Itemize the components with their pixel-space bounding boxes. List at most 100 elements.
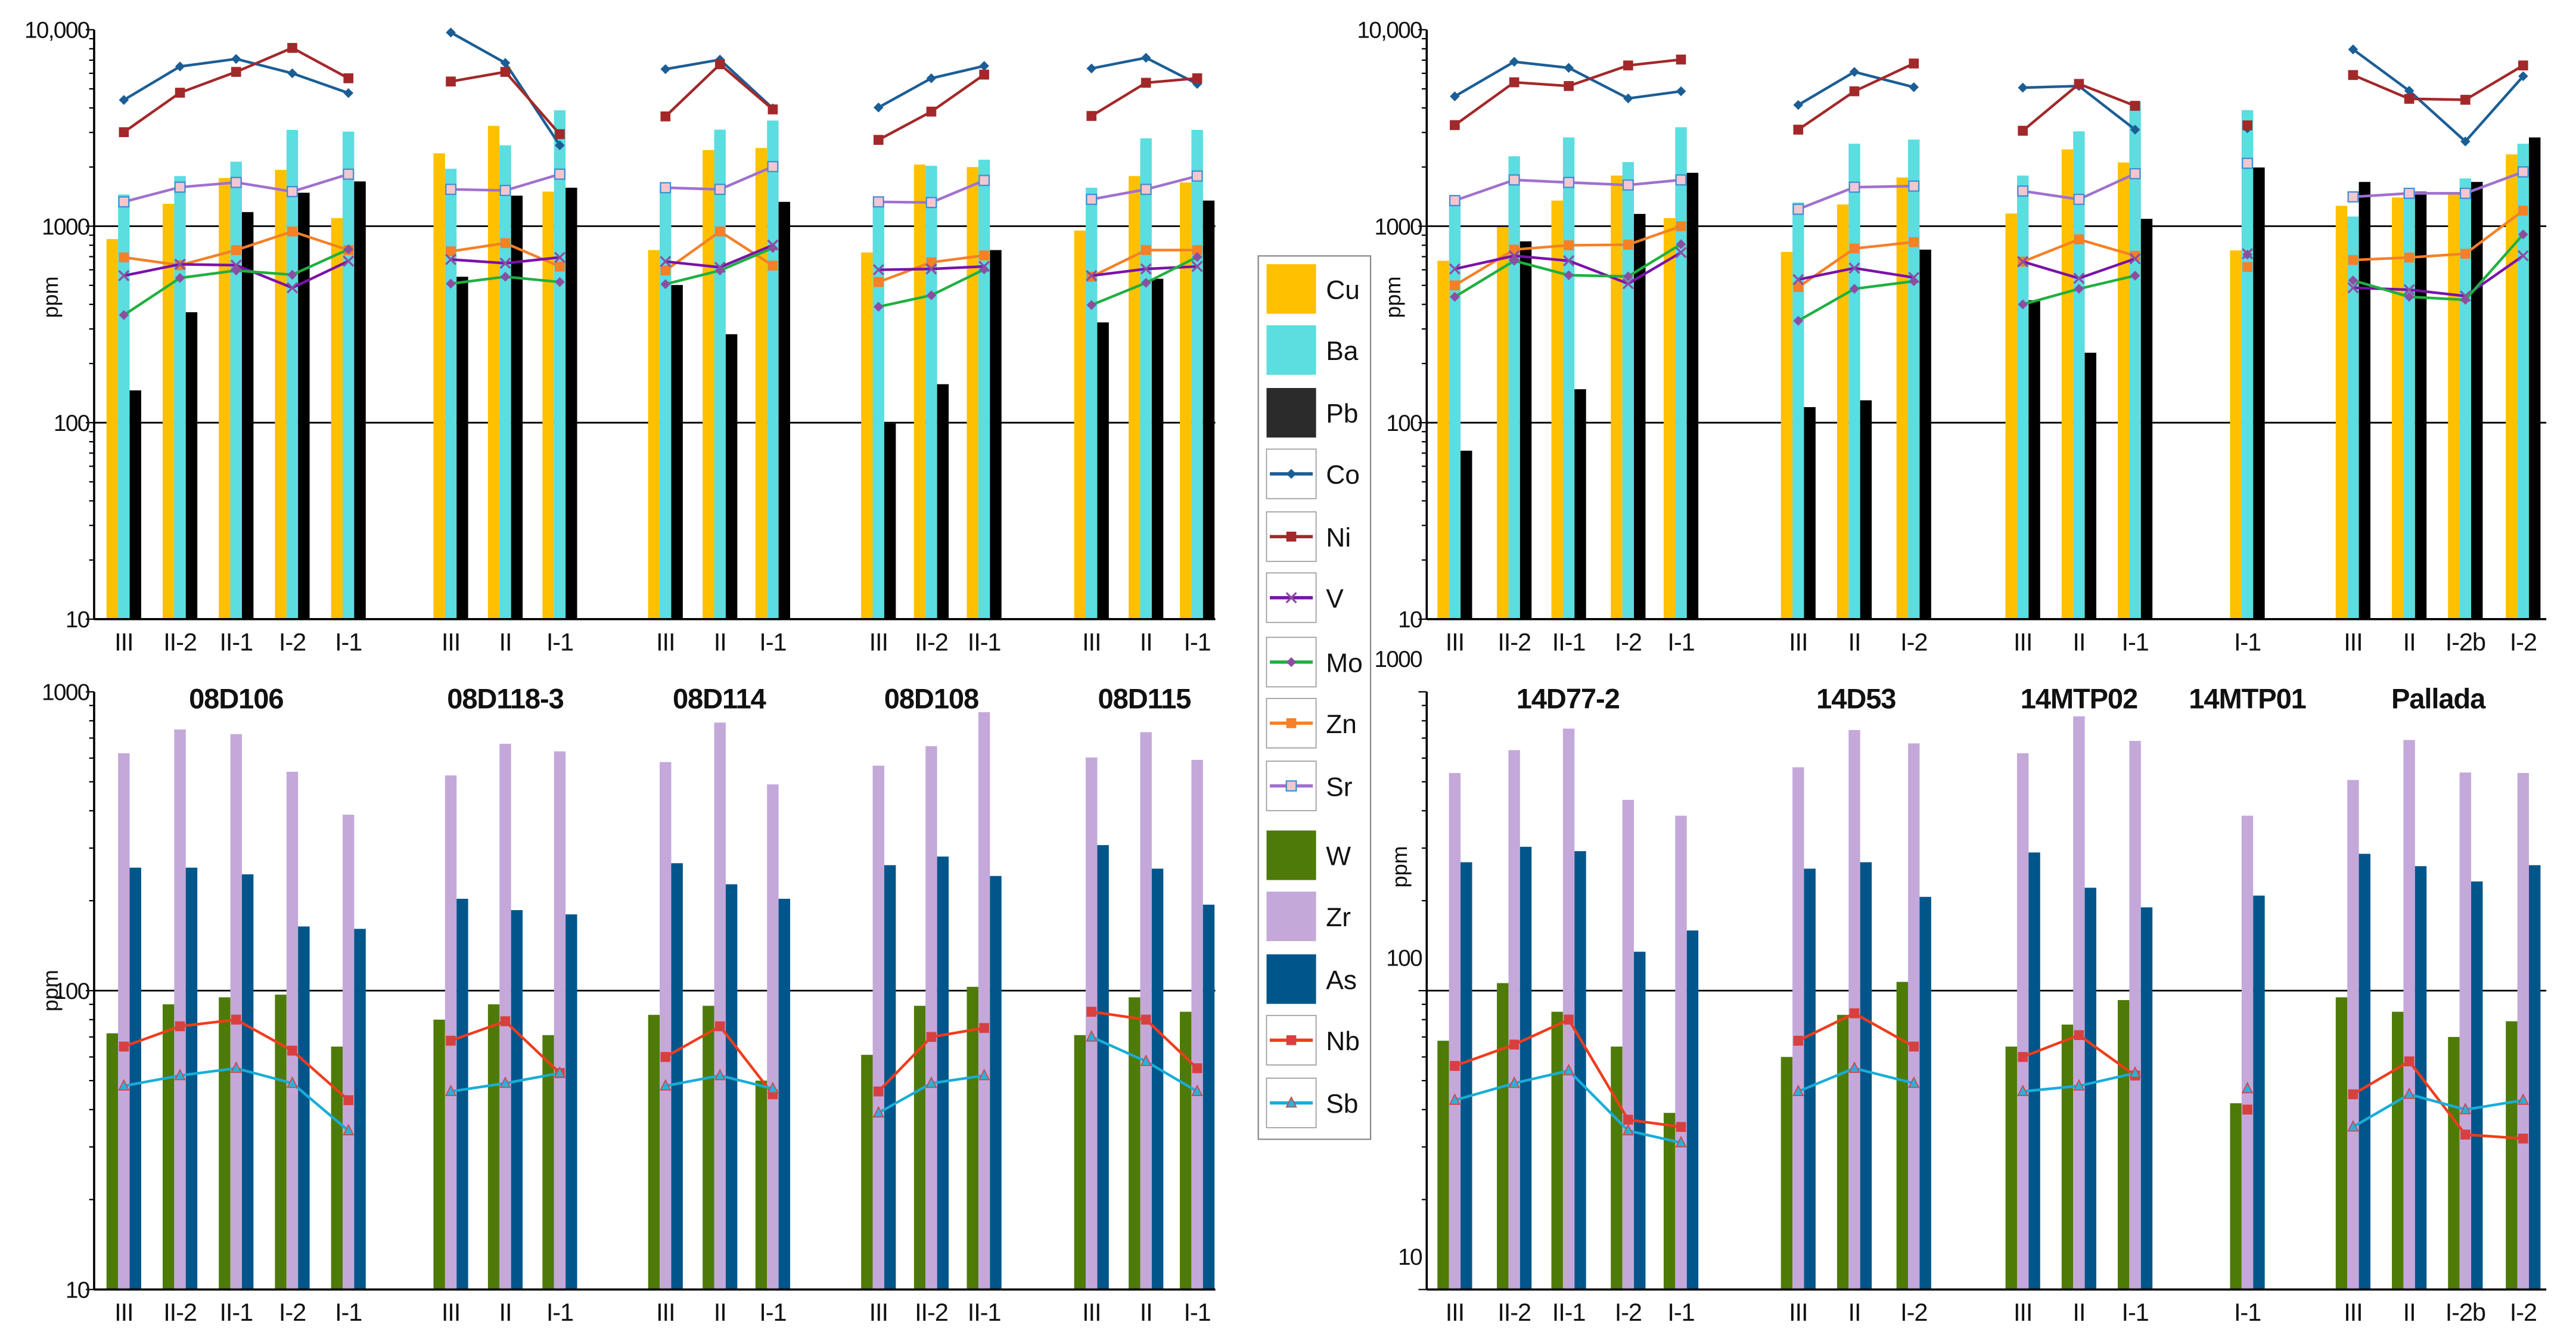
marker-mo — [1141, 278, 1151, 288]
legend-marker-icon — [1286, 1035, 1297, 1045]
marker-sb — [230, 1061, 242, 1073]
marker-nb — [1909, 1041, 1919, 1052]
marker-zn — [1849, 243, 1860, 254]
marker-v — [1792, 274, 1804, 285]
bar-as — [354, 929, 366, 1290]
y-axis-label: ppm — [1381, 277, 1405, 318]
marker-zn — [2404, 252, 2415, 263]
marker-mo — [2074, 284, 2084, 294]
marker-nb — [1450, 1061, 1460, 1071]
marker-co — [1564, 63, 1574, 73]
line-nb — [2352, 1059, 2524, 1140]
marker-ni — [1564, 81, 1574, 91]
category-label: III — [442, 1298, 460, 1326]
bar-cu — [2335, 206, 2348, 619]
marker-ni — [2018, 126, 2028, 136]
bar-pb — [298, 193, 310, 619]
marker-nb — [2460, 1129, 2471, 1140]
bar-w — [2335, 997, 2348, 1290]
category-label: I-2 — [1900, 628, 1927, 656]
sample-title: 14MTP01 — [2189, 682, 2305, 714]
bar-cu — [219, 178, 231, 619]
marker-ni — [1849, 86, 1860, 97]
bar-ba — [1622, 162, 1635, 619]
bar-as — [565, 914, 577, 1290]
marker-sb — [2017, 1084, 2029, 1097]
bar-w — [1179, 1011, 1192, 1290]
marker-ni — [1909, 58, 1919, 69]
bar-cu — [1611, 175, 1623, 619]
bar-cu — [2506, 154, 2518, 619]
marker-sr — [1086, 194, 1098, 205]
marker-ni — [2460, 95, 2471, 105]
marker-mo — [2130, 271, 2140, 281]
bar-pb — [1151, 278, 1164, 619]
marker-sr — [925, 197, 937, 209]
bar-ba — [445, 169, 457, 619]
line-ni — [450, 70, 561, 135]
marker-co — [2404, 85, 2415, 96]
marker-sr — [445, 184, 456, 195]
marker-nb — [2404, 1056, 2415, 1067]
marker-v — [174, 258, 186, 270]
bar-ba — [174, 176, 186, 619]
bar-ba — [230, 162, 242, 619]
bar-zr — [1792, 767, 1804, 1290]
marker-nb — [1623, 1115, 1633, 1125]
marker-co — [1676, 86, 1686, 97]
category-label: I-1 — [1183, 1298, 1210, 1326]
marker-zn — [979, 250, 989, 260]
bar-ba — [1191, 130, 1203, 619]
bar-cu — [2230, 250, 2242, 619]
marker-nb — [1676, 1122, 1686, 1132]
bar-zr — [2129, 741, 2141, 1290]
marker-v — [1508, 250, 1520, 262]
marker-nb — [500, 1016, 511, 1026]
bar-as — [241, 874, 254, 1290]
bar-pb — [2028, 300, 2040, 619]
category-label: I-1 — [1667, 1298, 1694, 1326]
bar-pb — [1097, 322, 1109, 619]
marker-ni — [714, 59, 725, 70]
bar-zr — [554, 751, 566, 1290]
category-label: I-2 — [2510, 1298, 2537, 1326]
marker-sb — [1792, 1084, 1804, 1097]
legend-swatch — [1266, 325, 1316, 375]
marker-v — [230, 259, 242, 271]
legend-item-sb: Sb — [1266, 1078, 1358, 1128]
bar-pb — [1461, 451, 1472, 619]
line-co — [2022, 85, 2136, 131]
marker-co — [2130, 125, 2140, 135]
bar-cu — [106, 239, 119, 619]
marker-zn — [714, 226, 725, 237]
category-label: II — [1848, 628, 1861, 656]
category-label: II-1 — [968, 1298, 1001, 1326]
marker-ni — [873, 135, 884, 145]
marker-mo — [1793, 315, 1804, 326]
marker-zn — [1141, 245, 1151, 255]
category-label: I-2 — [1615, 1298, 1642, 1326]
bar-pb — [884, 423, 896, 619]
bar-cu — [648, 250, 660, 619]
line-co — [2352, 48, 2524, 144]
legend-marker-icon — [1285, 780, 1297, 792]
bar-w — [275, 994, 287, 1290]
marker-sr — [2073, 194, 2085, 205]
marker-sb — [1562, 1063, 1575, 1076]
bar-w — [1837, 1014, 1849, 1290]
legend-label: Mo — [1326, 649, 1363, 678]
bar-ba — [2073, 131, 2085, 619]
marker-ni — [231, 67, 241, 77]
bar-w — [2448, 1036, 2460, 1290]
marker-ni — [1793, 125, 1804, 135]
bar-as — [1860, 862, 1872, 1290]
marker-zn — [873, 277, 884, 287]
bar-pb — [129, 390, 141, 619]
bar-ba — [1848, 144, 1860, 619]
legend-label: Zn — [1326, 710, 1357, 739]
legend-item-v: V — [1266, 572, 1344, 623]
marker-zn — [500, 238, 511, 249]
marker-sr — [1508, 174, 1520, 186]
bar-cu — [913, 164, 926, 619]
marker-mo — [2242, 249, 2252, 260]
